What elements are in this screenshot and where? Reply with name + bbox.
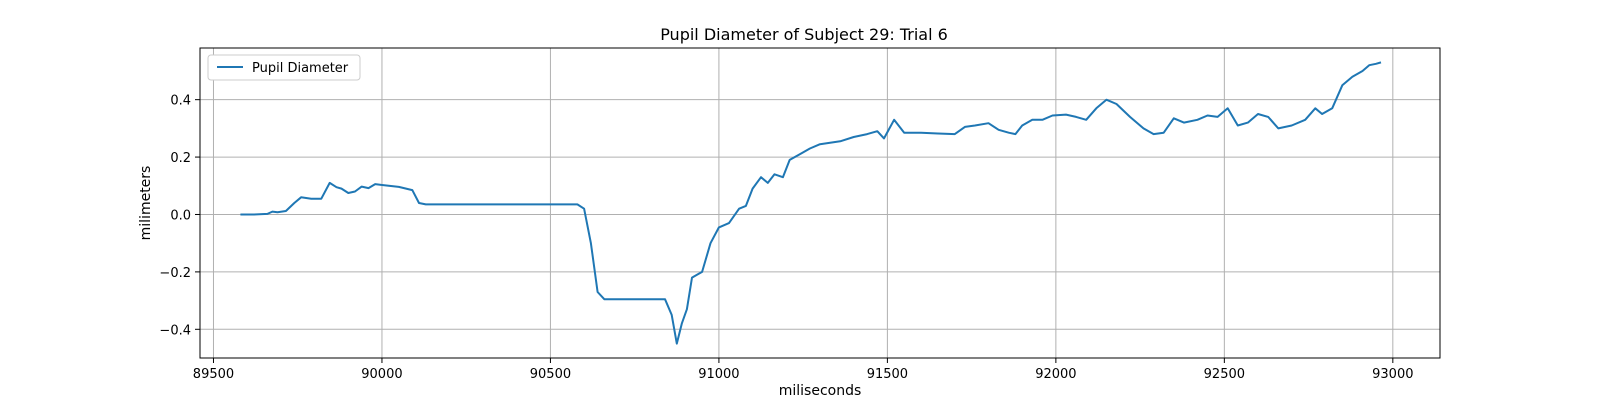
x-tick-label: 92000 — [1035, 367, 1076, 382]
x-tick-label: 93000 — [1372, 367, 1413, 382]
y-tick-label: 0.2 — [170, 151, 191, 166]
y-tick-label: 0.4 — [170, 94, 191, 109]
chart-title: Pupil Diameter of Subject 29: Trial 6 — [660, 25, 948, 44]
x-tick-label: 90000 — [361, 367, 402, 382]
x-tick-label: 89500 — [193, 367, 234, 382]
legend: Pupil Diameter — [207, 54, 361, 81]
plot-area — [240, 61, 1382, 345]
y-axis-label: milimeters — [138, 166, 154, 241]
series-line-0 — [240, 61, 1382, 345]
y-tick-label: −0.2 — [159, 266, 191, 281]
x-tick-label: 91500 — [867, 367, 908, 382]
legend-box — [207, 54, 361, 81]
plot-frame — [199, 47, 1441, 359]
x-axis-label: miliseconds — [779, 383, 862, 399]
grid — [200, 48, 1440, 358]
x-tick-label: 90500 — [530, 367, 571, 382]
y-tick-label: −0.4 — [159, 323, 191, 338]
axes: 89500 90000 90500 91000 91500 92000 92500 93000… — [159, 94, 1413, 382]
y-tick-label: 0.0 — [170, 208, 191, 223]
x-tick-label: 92500 — [1204, 367, 1245, 382]
x-tick-label: 91000 — [698, 367, 739, 382]
legend-label: Pupil Diameter — [252, 61, 349, 76]
